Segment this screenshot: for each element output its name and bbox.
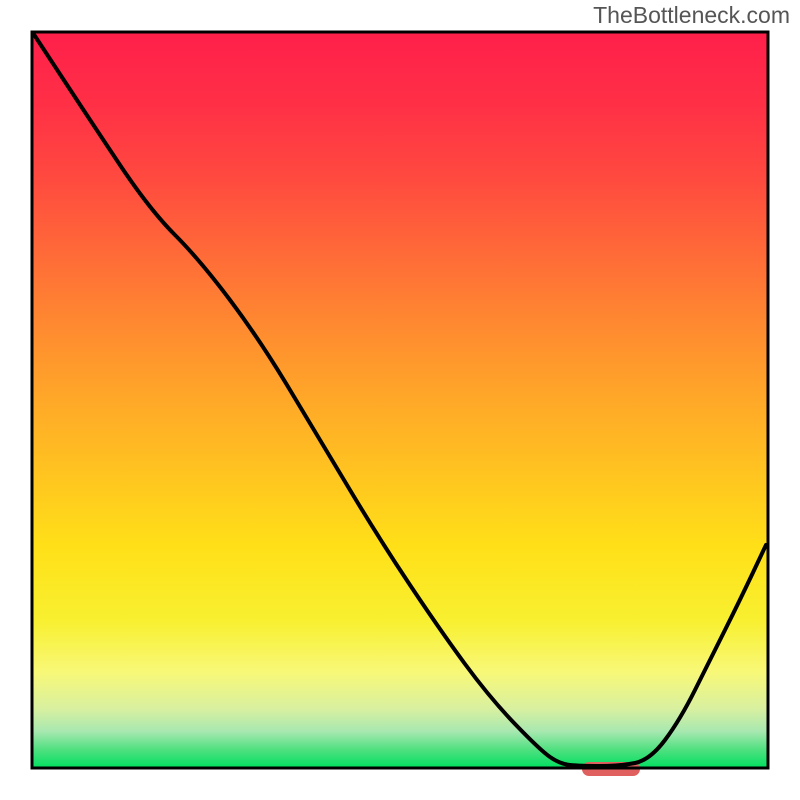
watermark-text: TheBottleneck.com — [593, 2, 790, 29]
plot-area — [32, 32, 768, 768]
chart-container: { "watermark": "TheBottleneck.com", "cha… — [0, 0, 800, 800]
bottleneck-chart — [0, 0, 800, 800]
